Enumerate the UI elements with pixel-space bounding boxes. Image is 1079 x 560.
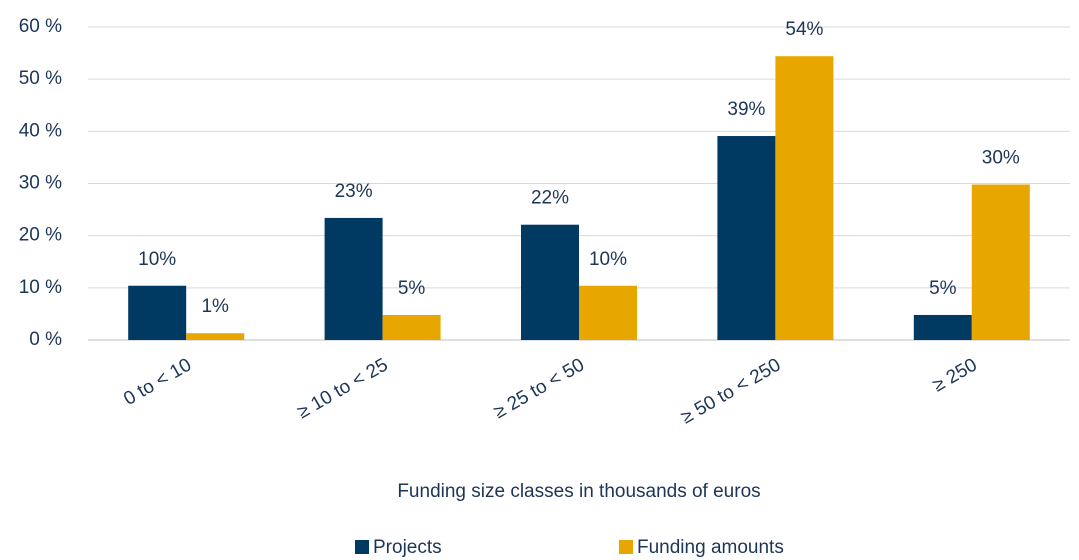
y-tick-label: 50 % [19,68,62,89]
bar [913,314,972,340]
x-tick-label: ≥ 25 to < 50 [490,354,588,423]
data-label: 54% [785,19,823,40]
data-label: 10% [589,249,627,270]
data-label: 30% [982,148,1020,169]
y-tick-label: 0 % [29,329,62,350]
legend-label: Funding amounts [637,537,784,558]
bar [128,285,187,340]
bar [521,224,579,340]
x-tick-label: ≥ 250 [929,354,981,396]
y-tick-label: 20 % [19,225,62,246]
data-label: 23% [335,181,373,202]
bar [186,333,245,340]
y-tick-label: 30 % [19,173,62,194]
data-label: 22% [531,188,569,209]
data-label: 10% [138,249,176,270]
bar [324,217,383,340]
legend-swatch [355,540,369,554]
y-tick-label: 60 % [19,16,62,37]
data-label: 1% [201,296,229,317]
x-tick-label: ≥ 50 to < 250 [677,354,784,428]
y-tick-label: 40 % [19,120,62,141]
bar [717,136,776,340]
data-label: 5% [929,278,957,299]
legend-swatch [619,540,633,554]
bar [579,285,637,340]
legend-label: Projects [373,537,442,558]
bar [382,314,441,340]
y-tick-label: 10 % [19,277,62,298]
x-axis-title: Funding size classes in thousands of eur… [397,481,760,502]
x-tick-label: 0 to < 10 [120,354,195,409]
bar [971,184,1030,340]
x-tick-label: ≥ 10 to < 25 [294,354,392,423]
bar [775,56,834,341]
data-label: 5% [398,278,426,299]
data-label: 39% [727,99,765,120]
